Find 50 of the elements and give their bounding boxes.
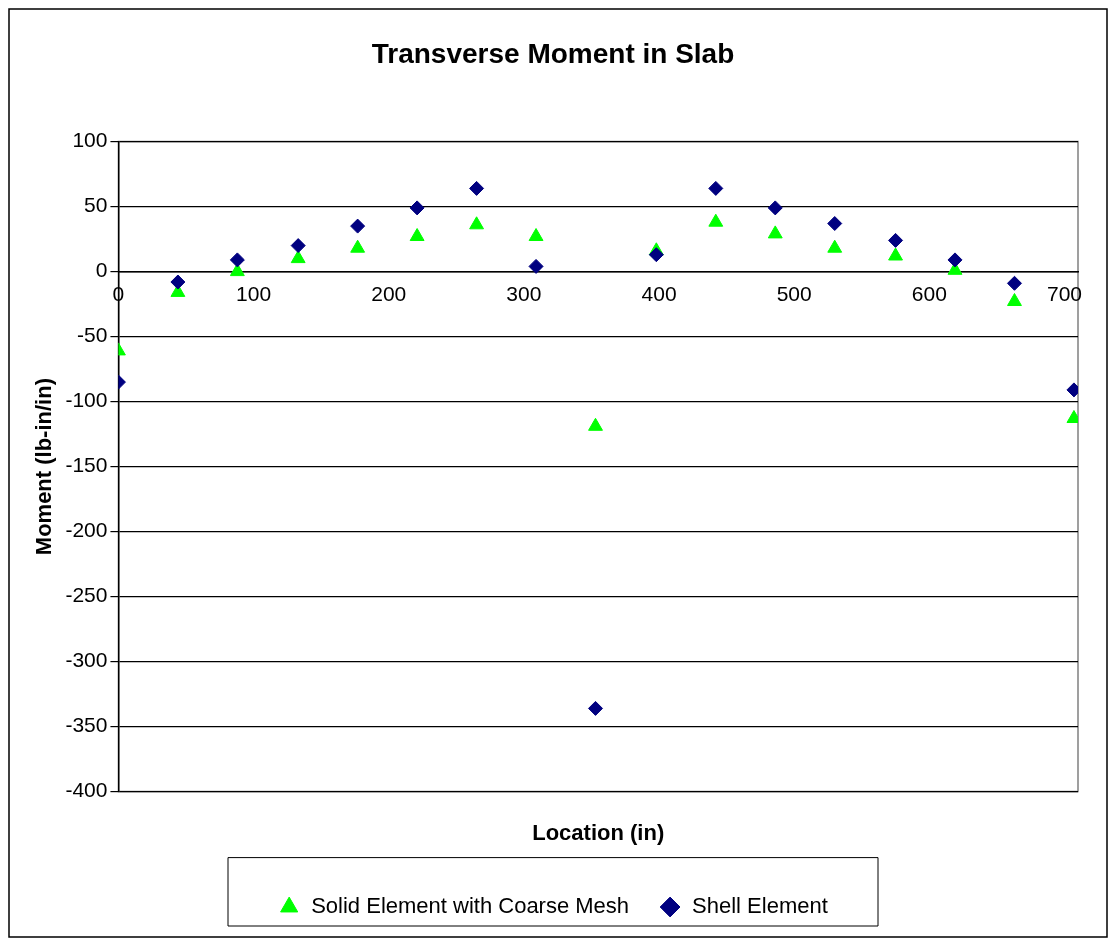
point [350,218,366,234]
point [350,239,366,253]
x-tick-label: 500 [776,282,812,305]
point [290,238,306,254]
point [1006,275,1022,291]
y-axis-title: Moment (lb-in/in) [31,378,57,556]
point [708,213,724,227]
y-tick-label: -350 [65,713,108,737]
point [1007,293,1022,306]
point [170,274,186,290]
y-tick-label: -100 [65,388,108,412]
x-tick-label: 200 [371,282,407,305]
y-tick-label: -400 [65,778,108,802]
legend-label: Solid Element with Coarse Mesh [311,893,630,919]
x-tick-label: 300 [506,282,542,305]
point [888,247,903,261]
x-axis-title: Location (in) [532,819,665,845]
y-tick-label: -200 [65,518,108,542]
point [767,225,783,239]
x-tick-label: 400 [641,282,677,305]
point [708,180,724,196]
point [888,232,904,248]
y-tick-label: 100 [72,128,108,152]
chart-title: Transverse Moment in Slab [371,37,735,69]
y-tick-label: 0 [95,258,108,282]
y-tick-label: 50 [84,193,108,217]
x-tick-label: 700 [1046,282,1083,305]
point [409,228,425,241]
point [229,252,245,268]
point [827,216,843,231]
point [290,250,306,264]
legend-label: Shell Element [692,893,828,919]
y-tick-label: -150 [65,453,108,477]
point [827,239,843,253]
point [469,216,485,230]
x-tick-label: 600 [911,282,947,305]
point [947,252,963,268]
x-tick-label: 100 [236,282,272,305]
point [588,417,603,431]
y-tick-label: -250 [65,583,108,607]
point [409,200,425,216]
point [767,200,783,216]
y-tick-label: -300 [65,648,108,672]
point [469,180,485,196]
point [229,263,245,277]
y-tick-label: -50 [77,323,108,347]
point [528,228,544,241]
point [588,700,604,716]
point [648,247,664,263]
point [528,258,544,274]
